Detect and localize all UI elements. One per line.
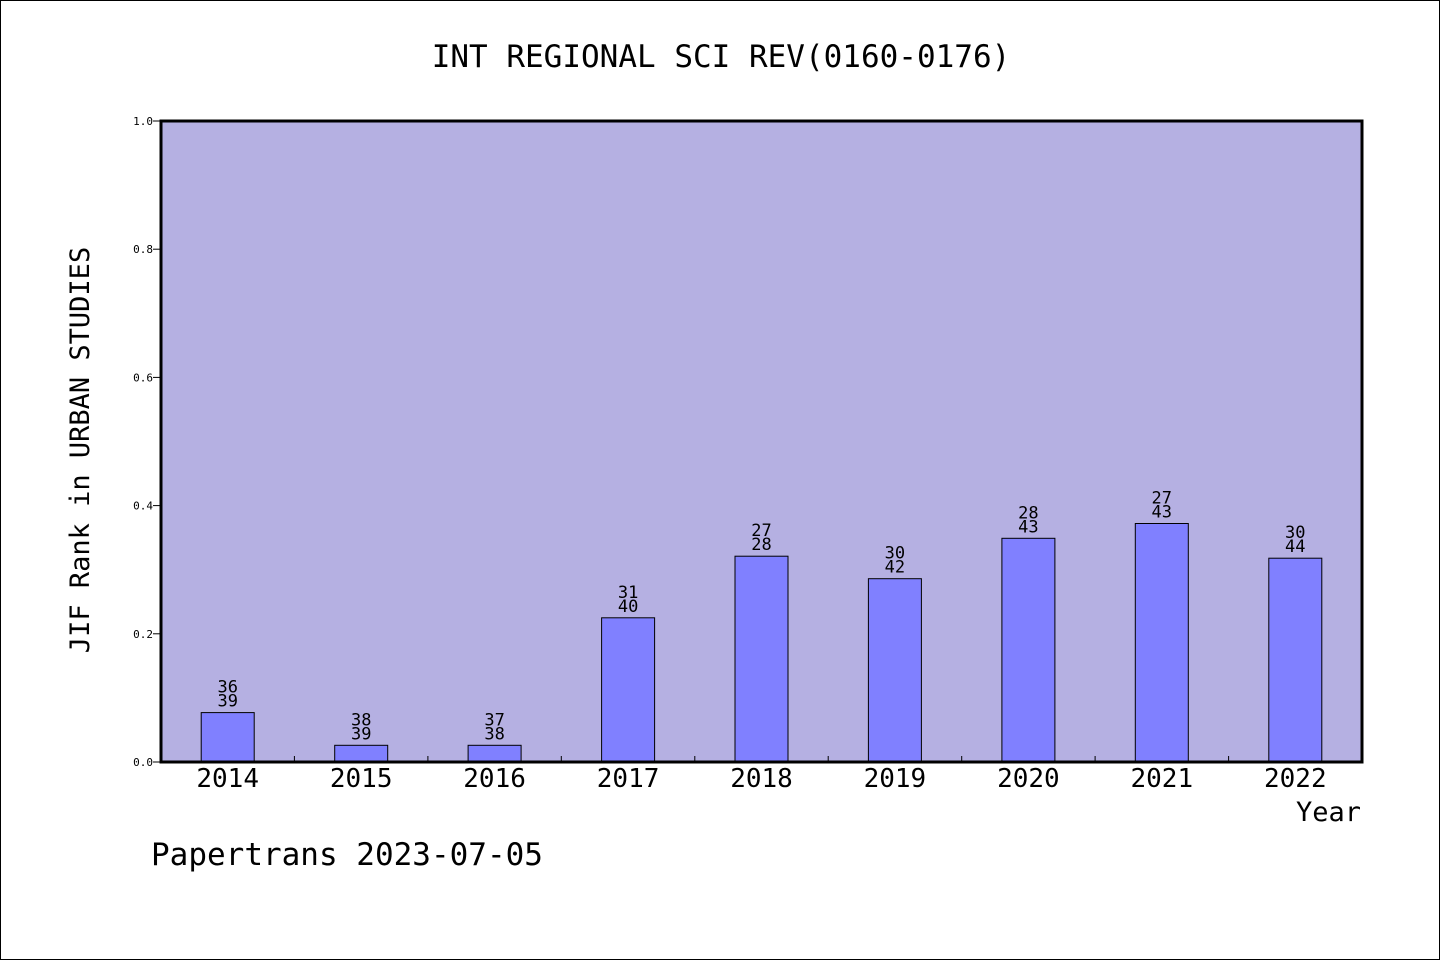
bar-2015 — [334, 744, 389, 763]
y-tick-label-0.0: 0.0 — [133, 756, 153, 769]
chart-title: INT REGIONAL SCI REV(0160-0176) — [432, 39, 1011, 75]
bar-2016 — [467, 744, 522, 763]
y-tick-label-0.4: 0.4 — [133, 500, 153, 513]
x-tick-label-2015: 2015 — [330, 764, 393, 794]
x-axis: 2014 2015 2016 2017 2018 2019 2020 2021 2022 — [196, 756, 1327, 794]
y-tick-label-0.8: 0.8 — [133, 243, 153, 256]
bar-total-label-2015: 39 — [351, 724, 371, 744]
x-tick-label-2017: 2017 — [597, 764, 660, 794]
y-tick-label-0.6: 0.6 — [133, 371, 153, 384]
bar-rank-label-2016: 37 — [484, 710, 504, 730]
bar-2020 — [1001, 537, 1056, 763]
y-axis-label: JIF Rank in URBAN STUDIES — [65, 247, 96, 653]
footer-credit: Papertrans 2023-07-05 — [151, 837, 543, 873]
bar-rank-label-2014: 36 — [217, 678, 237, 698]
x-tick-label-2021: 2021 — [1130, 764, 1193, 794]
bar-total-label-2016: 38 — [484, 724, 504, 744]
bar-2022 — [1268, 557, 1323, 763]
y-axis: 0.0 0.2 0.4 0.6 0.8 1.0 — [133, 115, 161, 769]
bar-rank-label-2021: 27 — [1152, 489, 1172, 509]
x-tick-label-2014: 2014 — [196, 764, 259, 794]
y-tick-label-1.0: 1.0 — [133, 115, 153, 128]
x-tick-label-2019: 2019 — [864, 764, 927, 794]
bar-rank-label-2018: 27 — [751, 521, 771, 541]
bar-rank-label-2022: 30 — [1285, 523, 1305, 543]
bar-rank-label-2019: 30 — [885, 544, 905, 564]
x-tick-label-2016: 2016 — [463, 764, 526, 794]
bar-total-label-2021: 43 — [1152, 503, 1172, 523]
bar-2014 — [200, 712, 255, 763]
x-tick-label-2018: 2018 — [730, 764, 793, 794]
bar-total-label-2017: 40 — [618, 597, 638, 617]
bars-layer — [200, 523, 1323, 763]
bar-2019 — [867, 578, 922, 763]
bar-rank-label-2017: 31 — [618, 583, 638, 603]
bar-total-label-2018: 28 — [751, 535, 771, 555]
bar-2017 — [601, 617, 656, 763]
x-tick-label-2022: 2022 — [1264, 764, 1327, 794]
bar-rank-label-2015: 38 — [351, 710, 371, 730]
bar-2021 — [1134, 523, 1189, 763]
bar-2018 — [734, 555, 789, 763]
bar-total-label-2014: 39 — [217, 692, 237, 712]
x-tick-label-2020: 2020 — [997, 764, 1060, 794]
bar-total-label-2019: 42 — [885, 558, 905, 578]
bar-total-label-2020: 43 — [1018, 517, 1038, 537]
x-axis-label: Year — [1296, 797, 1361, 828]
bar-rank-label-2020: 28 — [1018, 503, 1038, 523]
plot-border — [159, 119, 1364, 764]
bar-total-label-2022: 44 — [1285, 537, 1305, 557]
y-tick-label-0.2: 0.2 — [133, 628, 153, 641]
